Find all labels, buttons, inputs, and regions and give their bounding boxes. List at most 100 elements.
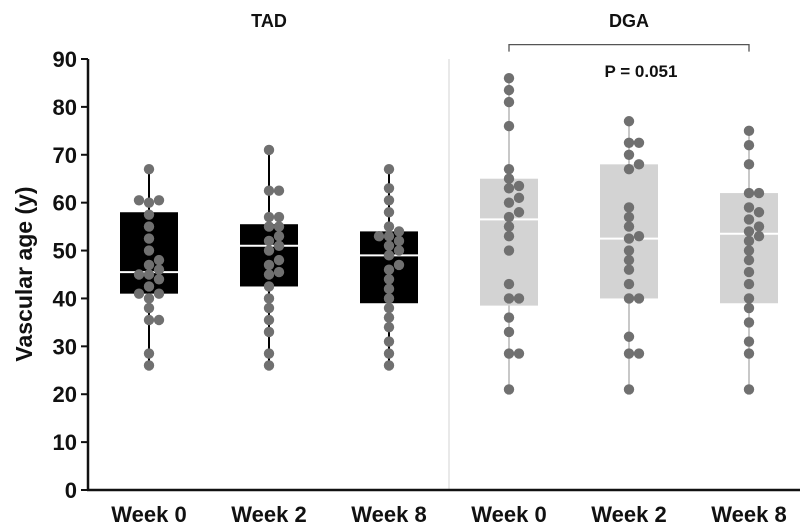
data-point [383, 250, 395, 261]
data-point [263, 144, 275, 156]
data-point [623, 116, 635, 127]
data-point [143, 197, 155, 208]
data-point [743, 348, 755, 359]
data-point [133, 269, 145, 280]
data-point [383, 336, 395, 347]
data-point [743, 384, 755, 395]
data-point [393, 259, 405, 271]
data-point [263, 235, 275, 247]
data-point [383, 321, 395, 333]
data-point [273, 221, 285, 232]
y-axis-title: Vascular age (y) [11, 186, 37, 361]
data-point [513, 207, 525, 218]
data-point [263, 221, 275, 232]
data-point [503, 173, 515, 184]
data-point [623, 211, 635, 223]
labels: Vascular age (y) TAD Week 0 Week 2 Week 8 DG… [11, 11, 787, 527]
y-tick-label: 50 [53, 239, 77, 264]
y-tick-label: 20 [53, 382, 77, 407]
data-point [133, 288, 145, 299]
x-category-label: Week 0 [111, 502, 186, 527]
data-point [263, 348, 275, 359]
data-point [383, 348, 395, 359]
data-point [503, 326, 515, 338]
group-title: TAD [251, 11, 287, 31]
data-point [753, 187, 765, 199]
data-point [623, 149, 635, 160]
data-point [503, 163, 515, 175]
data-point [753, 230, 765, 242]
data-point [743, 254, 755, 266]
data-point [743, 278, 755, 290]
data-point [153, 254, 165, 266]
data-point [153, 288, 165, 299]
data-point [743, 187, 755, 199]
data-point [143, 221, 155, 232]
data-point [393, 235, 405, 247]
x-category-label: Week 2 [231, 502, 306, 527]
data-point [143, 314, 155, 326]
data-point [503, 211, 515, 223]
data-point [623, 331, 635, 342]
data-point [503, 230, 515, 242]
data-point [743, 159, 755, 170]
y-tick-label: 90 [53, 47, 77, 72]
data-point [743, 226, 755, 237]
data-point [513, 180, 525, 192]
data-point [263, 211, 275, 223]
y-tick-label: 30 [53, 334, 77, 359]
data-point [503, 348, 515, 359]
data-point [623, 163, 635, 175]
y-tick-label: 0 [65, 478, 77, 503]
data-point [383, 283, 395, 295]
data-point [273, 240, 285, 251]
data-point [383, 312, 395, 323]
data-point [273, 266, 285, 278]
data-point [143, 245, 155, 256]
data-point [383, 264, 395, 275]
data-point [503, 183, 515, 194]
chart-decor [448, 43, 750, 490]
data-point [743, 336, 755, 347]
data-point [503, 245, 515, 256]
data-point [143, 293, 155, 304]
p-value-label: P = 0.051 [605, 62, 678, 81]
data-point [263, 326, 275, 338]
data-point [623, 245, 635, 256]
data-point [383, 195, 395, 206]
data-point [513, 293, 525, 304]
data-point [503, 384, 515, 395]
data-point [383, 302, 395, 314]
significance-bracket [508, 43, 750, 52]
data-point [743, 214, 755, 225]
data-point [623, 278, 635, 290]
data-point [743, 202, 755, 213]
data-point [383, 240, 395, 251]
data-point [383, 207, 395, 218]
data-point [143, 233, 155, 244]
data-point [743, 302, 755, 314]
data-point [743, 140, 755, 151]
data-point [503, 221, 515, 232]
data-point [633, 293, 645, 304]
data-point [273, 211, 285, 223]
data-point [153, 314, 165, 326]
data-point [623, 202, 635, 213]
data-point [743, 245, 755, 256]
data-point [753, 207, 765, 218]
data-point [503, 293, 515, 304]
data-point [273, 185, 285, 196]
data-point [143, 348, 155, 359]
data-point [263, 185, 275, 196]
data-point [383, 360, 395, 371]
data-point [153, 274, 165, 285]
data-point [503, 278, 515, 290]
data-point [503, 312, 515, 323]
y-tick-label: 60 [53, 191, 77, 216]
data-point [623, 293, 635, 304]
group-title: DGA [609, 11, 649, 31]
data-point [143, 163, 155, 175]
data-point [743, 266, 755, 278]
data-point [143, 281, 155, 292]
